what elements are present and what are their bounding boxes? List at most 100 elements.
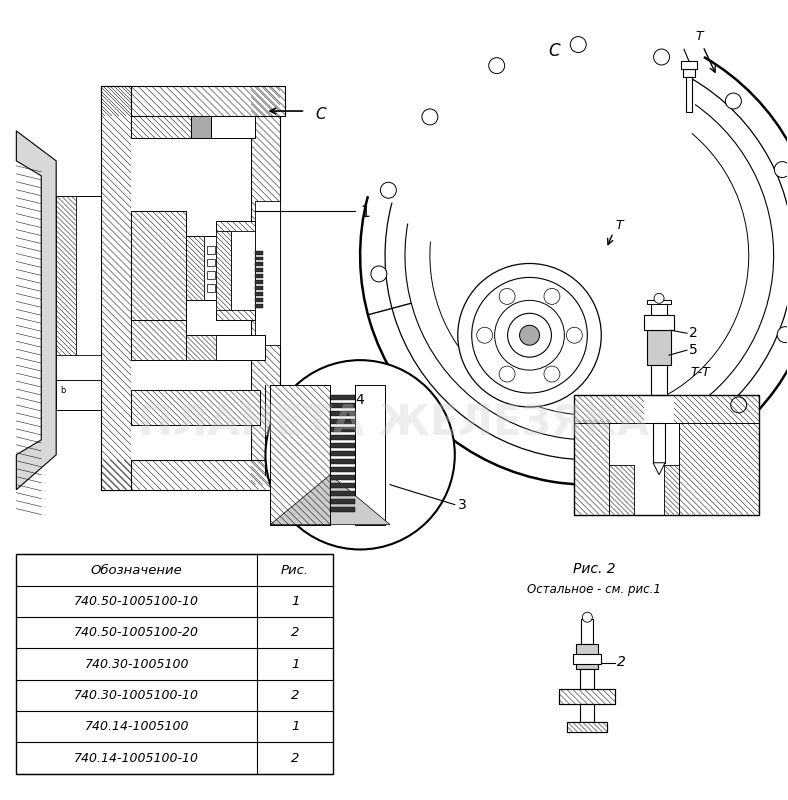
Text: 740.30-1005100: 740.30-1005100 xyxy=(84,658,189,670)
Bar xyxy=(574,420,609,514)
Circle shape xyxy=(654,294,664,303)
Bar xyxy=(56,380,101,410)
Circle shape xyxy=(422,109,438,125)
Circle shape xyxy=(507,314,552,357)
Text: 1: 1 xyxy=(360,205,370,220)
Bar xyxy=(330,474,355,480)
Bar xyxy=(251,86,281,485)
Bar xyxy=(255,292,263,296)
Text: 4: 4 xyxy=(355,393,364,407)
Bar xyxy=(206,246,214,254)
Circle shape xyxy=(266,360,455,550)
Bar xyxy=(683,69,695,77)
Text: 3: 3 xyxy=(458,498,466,512)
Bar xyxy=(330,395,355,400)
Circle shape xyxy=(544,289,560,304)
Bar xyxy=(255,274,263,278)
Bar xyxy=(644,395,674,423)
Bar xyxy=(255,286,263,290)
Bar xyxy=(582,619,593,644)
Bar xyxy=(186,235,221,300)
Bar xyxy=(131,210,186,320)
Bar xyxy=(56,355,101,380)
Circle shape xyxy=(489,58,504,74)
Bar xyxy=(216,230,231,310)
Bar xyxy=(330,411,355,416)
Bar xyxy=(191,116,210,138)
Text: Остальное - см. рис.1: Остальное - см. рис.1 xyxy=(527,583,661,596)
Text: C: C xyxy=(315,106,326,122)
Text: 740.30-1005100-10: 740.30-1005100-10 xyxy=(74,689,199,702)
Bar xyxy=(17,554,333,774)
Bar xyxy=(255,250,263,254)
Bar xyxy=(609,423,679,514)
Bar xyxy=(653,423,665,462)
Bar xyxy=(270,385,330,525)
Bar xyxy=(255,262,263,266)
Bar xyxy=(231,230,255,310)
Bar xyxy=(216,221,255,320)
Bar xyxy=(609,465,634,514)
Bar xyxy=(206,271,214,279)
Bar xyxy=(330,419,355,424)
Text: 2: 2 xyxy=(617,655,626,669)
Bar xyxy=(101,86,131,490)
Text: b: b xyxy=(61,386,66,394)
Bar xyxy=(330,451,355,456)
Bar xyxy=(567,722,608,732)
Text: 740.14-1005100: 740.14-1005100 xyxy=(84,720,189,734)
Text: 740.50-1005100-10: 740.50-1005100-10 xyxy=(74,595,199,608)
Bar xyxy=(255,201,281,345)
Bar xyxy=(679,423,759,514)
Circle shape xyxy=(499,289,515,304)
Bar xyxy=(255,281,263,285)
Text: ПЛАНЕТА ЖЕЛЕЗЯКА: ПЛАНЕТА ЖЕЛЕЗЯКА xyxy=(139,403,649,445)
Text: 740.14-1005100-10: 740.14-1005100-10 xyxy=(74,751,199,765)
Text: 2: 2 xyxy=(291,751,299,765)
Bar xyxy=(559,689,615,704)
Text: Обозначение: Обозначение xyxy=(91,564,183,577)
Text: Т: Т xyxy=(695,30,703,42)
Bar xyxy=(255,298,263,302)
Circle shape xyxy=(495,300,564,370)
Bar xyxy=(574,395,759,514)
Bar xyxy=(186,335,266,360)
Bar xyxy=(644,315,674,330)
Text: 2: 2 xyxy=(291,689,299,702)
Bar xyxy=(330,498,355,504)
Bar xyxy=(664,465,679,514)
Circle shape xyxy=(775,162,788,178)
Bar xyxy=(131,116,191,138)
Polygon shape xyxy=(270,474,390,525)
Bar xyxy=(651,300,667,395)
Text: Т-Т: Т-Т xyxy=(691,366,711,378)
Bar xyxy=(255,304,263,308)
Text: Рис.: Рис. xyxy=(281,564,309,577)
Bar xyxy=(216,230,255,310)
Circle shape xyxy=(544,366,560,382)
Bar xyxy=(101,86,285,116)
Circle shape xyxy=(582,612,593,622)
Text: 1: 1 xyxy=(291,595,299,608)
Bar xyxy=(567,722,608,732)
Bar xyxy=(186,335,216,360)
Bar xyxy=(255,269,263,273)
Bar xyxy=(574,395,759,423)
Text: 740.50-1005100-20: 740.50-1005100-20 xyxy=(74,626,199,639)
Bar xyxy=(647,330,671,365)
Bar xyxy=(330,482,355,488)
Text: Рис. 2: Рис. 2 xyxy=(573,562,615,577)
Bar xyxy=(681,61,697,69)
Circle shape xyxy=(726,93,742,109)
Circle shape xyxy=(777,326,788,342)
Polygon shape xyxy=(17,131,56,490)
Text: С: С xyxy=(548,42,560,60)
Bar xyxy=(330,490,355,496)
Bar xyxy=(330,443,355,448)
Bar xyxy=(210,116,255,138)
Text: 5: 5 xyxy=(689,343,697,357)
Bar xyxy=(131,320,186,360)
Bar xyxy=(255,257,263,261)
Bar xyxy=(56,196,76,365)
Bar xyxy=(647,300,671,304)
